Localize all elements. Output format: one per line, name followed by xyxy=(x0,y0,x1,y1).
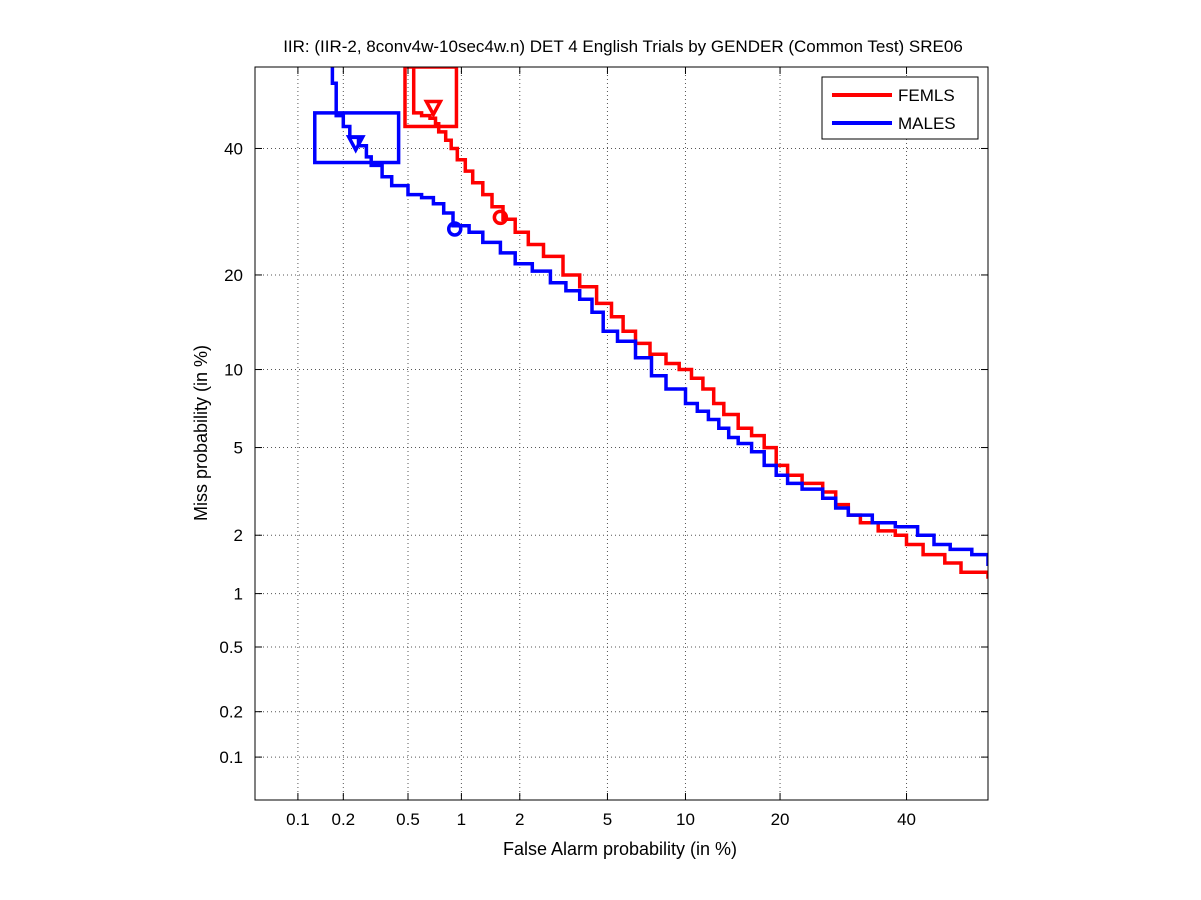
series-line-males xyxy=(330,67,988,566)
y-tick-label: 2 xyxy=(234,526,243,545)
y-tick-label: 0.1 xyxy=(219,748,243,767)
y-tick-label: 5 xyxy=(234,439,243,458)
confidence-box-femls xyxy=(403,67,459,129)
legend: FEMLS MALES xyxy=(821,76,979,140)
act-dcf-marker-femls xyxy=(423,99,444,119)
x-tick-label: 0.2 xyxy=(331,810,355,829)
x-tick-label: 5 xyxy=(603,810,612,829)
act-dcf-marker-males xyxy=(345,135,366,154)
y-tick-label: 20 xyxy=(224,266,243,285)
x-tick-label: 0.5 xyxy=(396,810,420,829)
ticks: 0.1 0.2 0.5 1 2 5 10 20 40 0.1 0.2 0.5 1 2 5 10 20 40 xyxy=(219,67,988,829)
plot-area xyxy=(313,67,988,579)
confidence-box-males xyxy=(313,111,401,165)
x-tick-label: 10 xyxy=(676,810,695,829)
chart-title: IIR: (IIR-2, 8conv4w-10sec4w.n) DET 4 En… xyxy=(283,37,963,56)
grid xyxy=(255,67,988,800)
x-tick-label: 40 xyxy=(897,810,916,829)
y-tick-label: 1 xyxy=(234,585,243,604)
y-tick-label: 0.5 xyxy=(219,638,243,657)
x-axis-label: False Alarm probability (in %) xyxy=(503,839,737,859)
y-tick-label: 0.2 xyxy=(219,703,243,722)
axes-frame xyxy=(254,66,989,801)
legend-box xyxy=(821,76,979,140)
y-tick-label: 10 xyxy=(224,361,243,380)
x-tick-label: 0.1 xyxy=(286,810,310,829)
series-line-femls xyxy=(411,67,988,579)
x-tick-label: 20 xyxy=(771,810,790,829)
min-dcf-marker-males xyxy=(446,221,463,237)
x-tick-label: 2 xyxy=(515,810,524,829)
y-tick-label: 40 xyxy=(224,139,243,158)
series-layer xyxy=(313,67,988,579)
min-dcf-marker-femls xyxy=(492,209,509,226)
legend-label-males: MALES xyxy=(898,114,956,133)
y-axis-label: Miss probability (in %) xyxy=(191,345,211,521)
legend-label-femls: FEMLS xyxy=(898,86,955,105)
x-tick-label: 1 xyxy=(457,810,466,829)
